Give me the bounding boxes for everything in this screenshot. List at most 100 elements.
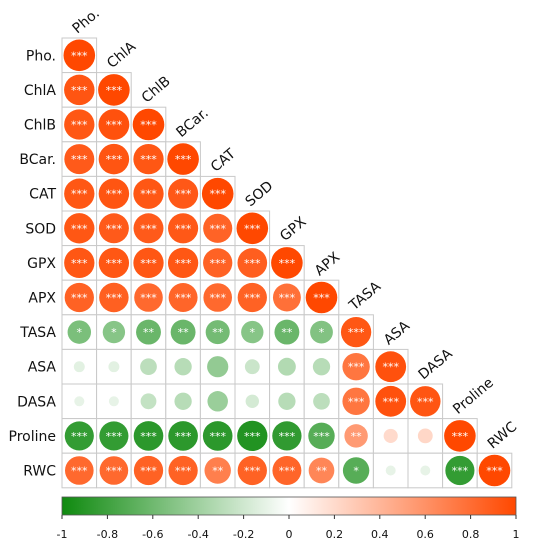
- correlation-circle: [64, 213, 95, 244]
- correlation-circle: [207, 356, 229, 378]
- correlation-circle: [344, 424, 368, 448]
- column-label: Pho.: [70, 5, 103, 37]
- correlation-circle: [410, 386, 441, 417]
- correlation-circle: [271, 247, 303, 279]
- correlation-circle: [64, 109, 95, 140]
- significance-label: ***: [140, 188, 157, 201]
- correlation-circle: [64, 247, 95, 279]
- significance-label: ***: [106, 188, 123, 201]
- correlation-circle: [375, 385, 407, 417]
- correlation-circle: [108, 361, 120, 373]
- colorbar-tick-label: 0.2: [326, 528, 344, 541]
- significance-label: ***: [244, 222, 261, 235]
- correlation-circle: [274, 319, 300, 345]
- significance-label: ***: [279, 430, 296, 443]
- correlation-circle: [140, 393, 157, 410]
- row-label: RWC: [23, 464, 56, 480]
- correlation-circle: [272, 456, 302, 485]
- significance-label: **: [212, 326, 224, 339]
- correlation-circle: [420, 465, 431, 476]
- correlation-circle: [203, 213, 233, 243]
- significance-label: **: [316, 465, 328, 478]
- significance-label: ***: [348, 395, 365, 408]
- significance-label: ***: [313, 430, 330, 443]
- correlation-circle: [98, 109, 130, 140]
- correlation-circle: [99, 282, 129, 313]
- correlation-circle: [205, 320, 230, 345]
- matrix-cells: ****** ****** *** ****** *** *** ****** *** *** *…: [61, 37, 513, 489]
- row-label: Proline: [9, 429, 56, 445]
- significance-label: ***: [71, 222, 88, 235]
- correlation-circle: [74, 396, 85, 407]
- correlation-circle: [340, 316, 372, 348]
- correlation-circle: [237, 248, 268, 278]
- correlation-circle: [478, 454, 511, 487]
- significance-label: ***: [106, 222, 123, 235]
- correlation-circle: [168, 455, 198, 486]
- significance-label: ***: [71, 292, 88, 305]
- correlation-circle: [132, 108, 165, 141]
- significance-label: ***: [209, 430, 226, 443]
- column-label: SOD: [243, 178, 277, 210]
- correlation-circle: [375, 351, 407, 383]
- correlation-circle: [342, 353, 370, 381]
- significance-label: **: [178, 326, 190, 339]
- correlation-circle: [204, 457, 231, 484]
- significance-label: **: [351, 430, 363, 443]
- correlation-circle: [417, 428, 433, 444]
- significance-label: ***: [175, 153, 192, 166]
- row-label: DASA: [17, 394, 56, 410]
- colorbar-gradient-bar: [61, 496, 517, 516]
- significance-label: ***: [175, 292, 192, 305]
- correlation-circle: [237, 455, 267, 486]
- column-label: APX: [312, 249, 344, 279]
- significance-label: ***: [209, 257, 226, 270]
- significance-label: *: [250, 326, 256, 339]
- correlation-circle: [312, 358, 331, 376]
- correlation-circle: [174, 392, 192, 410]
- significance-label: ***: [279, 465, 296, 478]
- significance-label: ***: [71, 49, 88, 62]
- correlation-circle: [134, 283, 163, 312]
- correlation-circle: [133, 213, 164, 244]
- correlation-circle: [99, 456, 129, 485]
- correlation-circle: [168, 421, 198, 451]
- correlation-circle: [64, 74, 95, 106]
- correlation-circle: [305, 281, 338, 314]
- significance-label: ***: [140, 222, 157, 235]
- significance-label: ***: [209, 188, 226, 201]
- significance-label: ***: [209, 292, 226, 305]
- significance-label: ***: [244, 430, 261, 443]
- correlation-circle: [174, 358, 192, 376]
- correlation-circle: [201, 177, 234, 210]
- correlation-circle: [136, 319, 161, 345]
- significance-label: ***: [71, 153, 88, 166]
- correlation-circle: [236, 212, 269, 245]
- significance-label: ***: [71, 430, 88, 443]
- correlation-circle: [444, 420, 476, 452]
- correlation-circle: [170, 319, 196, 345]
- correlation-circle: [308, 422, 335, 450]
- column-label: Proline: [450, 375, 497, 418]
- colorbar-tick-label: -1: [57, 528, 68, 541]
- row-label: BCar.: [19, 152, 56, 168]
- correlation-circle: [278, 392, 296, 410]
- significance-label: ***: [71, 257, 88, 270]
- correlation-circle: [203, 283, 233, 312]
- column-label: TASA: [346, 278, 385, 314]
- correlation-circle: [64, 456, 94, 485]
- correlation-circle: [64, 282, 94, 313]
- column-label: ChlA: [104, 38, 139, 71]
- colorbar-tick-label: -0.2: [233, 528, 254, 541]
- significance-label: ***: [244, 292, 261, 305]
- colorbar-tick-label: 1: [513, 528, 520, 541]
- significance-label: ***: [106, 292, 123, 305]
- significance-label: ***: [140, 430, 157, 443]
- correlation-circle: [237, 282, 267, 313]
- significance-label: ***: [71, 465, 88, 478]
- correlation-circle: [310, 320, 333, 344]
- column-label: DASA: [416, 346, 456, 383]
- significance-label: ***: [486, 465, 503, 478]
- correlation-circle: [313, 392, 330, 410]
